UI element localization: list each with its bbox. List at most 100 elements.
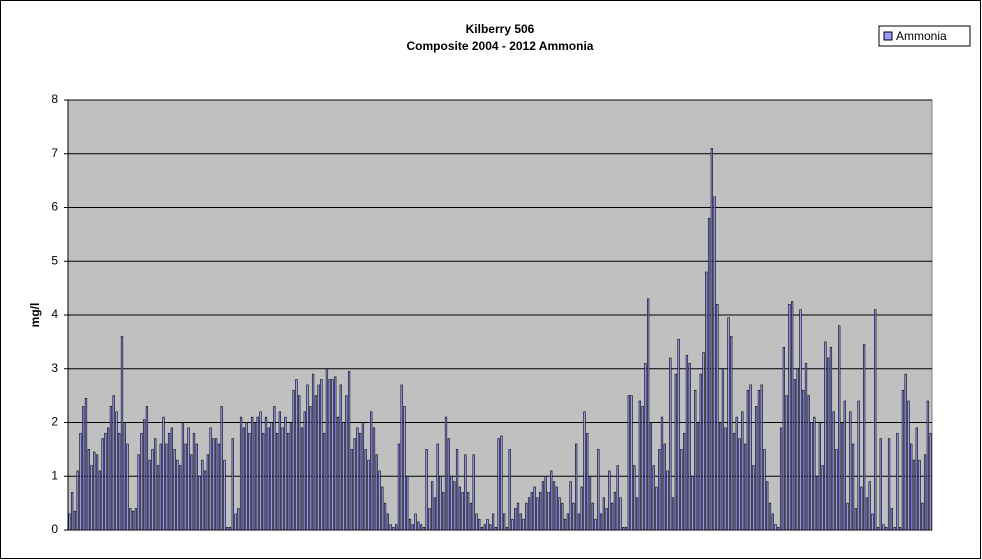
bar xyxy=(320,379,323,531)
bar xyxy=(359,432,362,531)
bar xyxy=(910,443,913,531)
bar xyxy=(395,524,398,531)
y-tick-label: 5 xyxy=(51,253,58,267)
bar xyxy=(414,513,417,531)
bar xyxy=(145,406,149,531)
bar xyxy=(583,411,586,531)
bar xyxy=(594,518,597,531)
bar xyxy=(879,438,882,531)
bar xyxy=(381,486,384,531)
bar xyxy=(835,449,838,531)
bar xyxy=(871,513,874,531)
chart-title: Kilberry 506 xyxy=(466,22,535,36)
bar xyxy=(361,422,365,531)
bar xyxy=(799,309,802,531)
bar xyxy=(821,465,824,531)
bar xyxy=(660,416,664,531)
bar xyxy=(195,443,198,531)
bar xyxy=(129,508,132,531)
bar xyxy=(550,470,553,531)
bar xyxy=(309,406,312,531)
bar xyxy=(79,432,82,531)
bar xyxy=(264,416,268,531)
bar xyxy=(647,298,650,531)
bar xyxy=(655,486,658,531)
bar xyxy=(827,357,830,531)
bar xyxy=(644,363,647,531)
bar xyxy=(627,395,630,531)
bar xyxy=(511,518,514,531)
bar xyxy=(633,465,636,531)
bar xyxy=(298,395,301,531)
bar xyxy=(680,449,683,531)
bar xyxy=(278,411,281,531)
bar xyxy=(417,521,420,531)
bar xyxy=(605,508,608,531)
bar xyxy=(685,355,689,531)
bar xyxy=(411,524,414,531)
bar xyxy=(173,449,176,531)
bar xyxy=(541,481,545,531)
bar xyxy=(619,497,622,531)
bar xyxy=(840,422,844,531)
bar xyxy=(267,427,270,531)
bar xyxy=(256,416,259,531)
bar xyxy=(624,527,628,531)
bar xyxy=(752,465,755,531)
chart-subtitle: Composite 2004 - 2012 Ammonia xyxy=(407,39,594,53)
bar xyxy=(885,527,888,531)
bar xyxy=(768,502,772,531)
bar xyxy=(505,527,509,531)
bar xyxy=(497,438,500,531)
bar xyxy=(508,449,511,531)
bar xyxy=(730,336,733,531)
bar xyxy=(569,481,572,531)
bar xyxy=(865,497,869,531)
bar xyxy=(425,449,428,531)
bar xyxy=(239,416,243,531)
bar xyxy=(854,508,857,531)
bar xyxy=(339,384,342,531)
bar xyxy=(483,524,486,531)
bar xyxy=(575,443,578,531)
bar xyxy=(824,341,827,531)
bar xyxy=(93,451,96,531)
bar xyxy=(303,411,306,531)
bar xyxy=(677,338,680,531)
bar xyxy=(746,389,749,531)
bar xyxy=(486,518,489,531)
bar xyxy=(87,449,90,531)
bar xyxy=(104,432,107,531)
bar xyxy=(829,346,833,531)
bar xyxy=(807,395,810,531)
bar xyxy=(882,524,885,531)
bar xyxy=(284,416,287,531)
bar xyxy=(599,513,603,531)
bar xyxy=(494,527,497,531)
bar xyxy=(137,454,140,531)
bar xyxy=(663,443,666,531)
bar xyxy=(118,432,121,531)
bar xyxy=(918,459,921,531)
bar xyxy=(536,497,539,531)
bar xyxy=(328,379,331,531)
bar xyxy=(170,427,173,531)
bar xyxy=(455,449,459,531)
bar xyxy=(818,422,821,531)
bar xyxy=(788,303,791,531)
bar xyxy=(370,411,373,531)
bar xyxy=(198,475,201,531)
bar xyxy=(785,395,788,531)
bar xyxy=(519,513,522,531)
bar xyxy=(112,395,115,531)
bar xyxy=(101,438,104,531)
bar xyxy=(793,379,797,531)
bar xyxy=(749,384,752,531)
bar xyxy=(73,510,77,531)
bar xyxy=(929,432,932,531)
bar xyxy=(262,432,265,531)
bar xyxy=(552,481,556,531)
bar xyxy=(766,481,769,531)
bar xyxy=(220,406,223,531)
y-tick-label: 3 xyxy=(51,361,58,375)
